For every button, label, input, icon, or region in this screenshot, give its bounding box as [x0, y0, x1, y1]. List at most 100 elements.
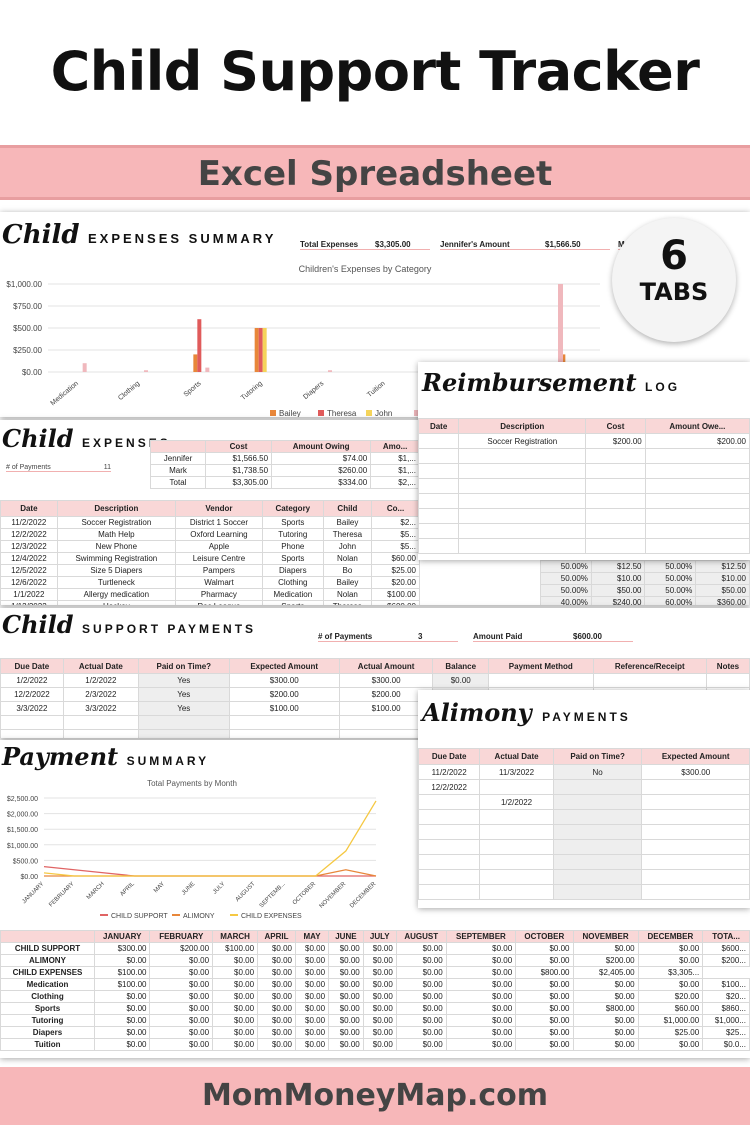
table-cell[interactable]: ALIMONY [0, 954, 95, 967]
column-header[interactable]: JANUARY [93, 930, 151, 943]
table-cell[interactable]: Bailey [322, 576, 373, 589]
empty-cell[interactable] [458, 523, 587, 539]
table-cell[interactable]: $0.00 [395, 1038, 447, 1051]
column-header[interactable]: NOVEMBER [572, 930, 639, 943]
table-cell[interactable]: $0.00 [572, 1038, 639, 1051]
table-cell[interactable]: $0.00 [445, 954, 517, 967]
table-cell[interactable]: Theresa [322, 528, 373, 541]
table-cell[interactable]: $0.00 [515, 1002, 574, 1015]
table-cell[interactable]: $0.00 [257, 942, 296, 955]
table-cell[interactable]: Jennifer [149, 452, 207, 465]
table-cell[interactable]: $2,... [370, 476, 420, 489]
table-cell[interactable]: Medication [0, 978, 95, 991]
table-cell[interactable]: $0.00 [149, 966, 214, 979]
table-cell[interactable]: $0.00 [395, 990, 447, 1003]
table-cell[interactable]: $0.00 [257, 990, 296, 1003]
table-cell[interactable]: $0.00 [328, 1038, 364, 1051]
table-cell[interactable]: $5... [371, 540, 420, 553]
table-cell[interactable]: $3,305.00 [205, 476, 273, 489]
table-cell[interactable]: 1/2/2022 [0, 673, 64, 688]
table-cell[interactable]: Turtleneck [56, 576, 177, 589]
table-cell[interactable]: $0.00 [445, 1002, 517, 1015]
table-cell[interactable]: $0.00 [362, 990, 397, 1003]
bar[interactable] [328, 370, 332, 372]
table-cell[interactable]: $0.00 [149, 1026, 214, 1039]
column-header[interactable]: Amount Owing [271, 440, 372, 453]
table-cell[interactable]: $2... [371, 516, 420, 529]
column-header[interactable]: Payment Method [487, 658, 594, 674]
table-cell[interactable]: $0.00 [515, 1038, 574, 1051]
empty-cell[interactable] [552, 854, 643, 870]
table-cell[interactable]: $0.00 [515, 1014, 574, 1027]
table-cell[interactable]: $0.00 [93, 954, 151, 967]
table-cell[interactable]: Tutoring [261, 528, 324, 541]
column-header[interactable]: JUNE [328, 930, 364, 943]
table-cell[interactable]: $0.00 [294, 990, 330, 1003]
empty-cell[interactable] [644, 493, 750, 509]
column-header[interactable]: Amo... [370, 440, 420, 453]
table-cell[interactable]: $5... [371, 528, 420, 541]
table-cell[interactable]: $0.00 [328, 978, 364, 991]
table-cell[interactable]: $12.50 [590, 560, 646, 573]
table-cell[interactable]: 12/3/2022 [0, 540, 58, 553]
table-cell[interactable]: Sports [261, 516, 324, 529]
empty-cell[interactable] [458, 478, 587, 494]
table-cell[interactable]: $0.00 [93, 1026, 151, 1039]
empty-cell[interactable] [418, 463, 460, 479]
table-cell[interactable]: CHILD EXPENSES [0, 966, 95, 979]
table-cell[interactable]: 12/2/2022 [0, 528, 58, 541]
empty-cell[interactable] [585, 493, 646, 509]
table-cell[interactable]: $1,566.50 [205, 452, 273, 465]
table-cell[interactable]: $60.00 [637, 1002, 704, 1015]
table-cell[interactable]: Diapers [0, 1026, 95, 1039]
table-cell[interactable]: 12/2/2022 [418, 779, 481, 795]
bar[interactable] [197, 319, 202, 372]
empty-cell[interactable] [418, 884, 481, 900]
table-cell[interactable]: Clothing [261, 576, 324, 589]
table-cell[interactable]: $0.00 [328, 942, 364, 955]
table-cell[interactable]: $0.00 [212, 1026, 259, 1039]
table-cell[interactable] [137, 715, 230, 730]
empty-cell[interactable] [641, 884, 750, 900]
table-cell[interactable]: $0.00 [572, 942, 639, 955]
table-cell[interactable]: Bo [322, 564, 373, 577]
table-cell[interactable]: Sports [261, 600, 324, 605]
table-cell[interactable]: Sports [261, 552, 324, 565]
table-cell[interactable]: Yes [137, 673, 230, 688]
table-cell[interactable]: Rec League [175, 600, 263, 605]
table-cell[interactable]: $0.00 [93, 1038, 151, 1051]
table-cell[interactable]: $12.50 [695, 560, 750, 573]
column-header[interactable]: APRIL [257, 930, 296, 943]
column-header[interactable]: Cost [585, 418, 646, 434]
table-cell[interactable]: Bailey [322, 516, 373, 529]
table-cell[interactable]: $0.00 [572, 1014, 639, 1027]
table-cell[interactable]: $0.00 [328, 966, 364, 979]
table-cell[interactable] [592, 673, 707, 688]
table-cell[interactable]: $0.00 [362, 1038, 397, 1051]
table-cell[interactable]: Leisure Centre [175, 552, 263, 565]
table-cell[interactable]: $0.00 [257, 1026, 296, 1039]
table-cell[interactable] [0, 715, 64, 730]
table-cell[interactable]: 50.00% [540, 572, 592, 585]
bar[interactable] [558, 284, 563, 372]
empty-cell[interactable] [479, 869, 554, 885]
table-cell[interactable]: 12/6/2022 [0, 576, 58, 589]
table-cell[interactable]: $0.00 [149, 1002, 214, 1015]
table-cell[interactable]: $20.00 [371, 576, 420, 589]
empty-cell[interactable] [644, 538, 750, 554]
table-cell[interactable]: $0.00 [149, 954, 214, 967]
table-cell[interactable]: $0.00 [445, 1038, 517, 1051]
column-header[interactable]: Reference/Receipt [592, 658, 707, 674]
column-header[interactable]: JULY [362, 930, 397, 943]
table-cell[interactable]: $25.00 [637, 1026, 704, 1039]
table-cell[interactable]: $0.00 [395, 954, 447, 967]
empty-cell[interactable] [479, 839, 554, 855]
table-cell[interactable]: $0.00 [328, 1002, 364, 1015]
table-cell[interactable]: $60.00 [371, 552, 420, 565]
empty-cell[interactable] [418, 523, 460, 539]
table-cell[interactable]: Medication [261, 588, 324, 601]
table-cell[interactable]: $0.00 [294, 942, 330, 955]
column-header[interactable]: Actual Date [479, 748, 554, 765]
table-cell[interactable]: $0.00 [328, 1014, 364, 1027]
empty-cell[interactable] [418, 538, 460, 554]
